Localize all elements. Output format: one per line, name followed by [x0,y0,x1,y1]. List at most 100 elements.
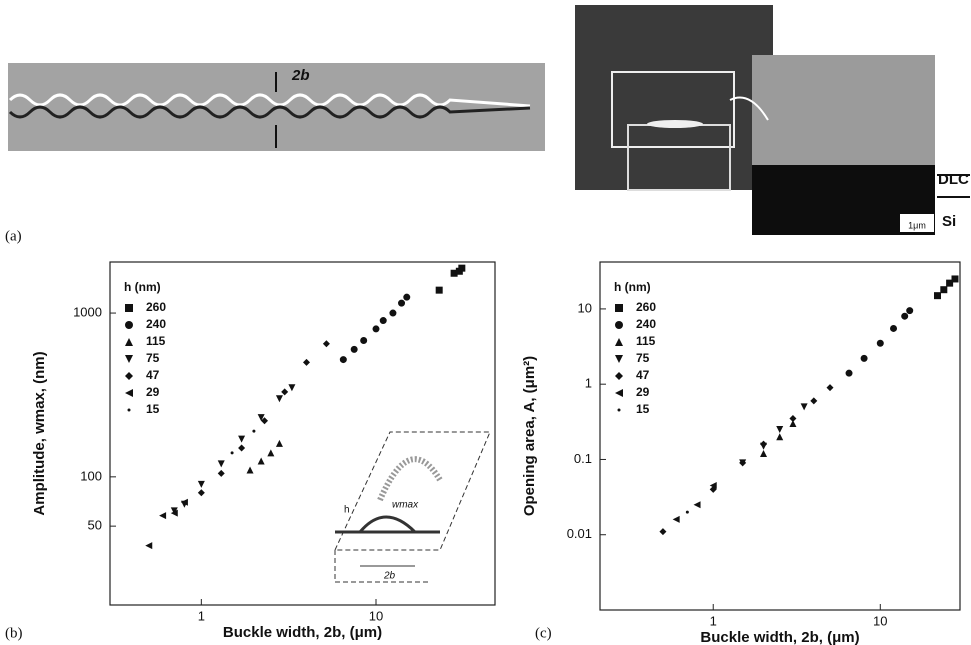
panel-label: (b) [5,625,23,641]
data-point [861,355,868,362]
x-tick-label: 1 [710,613,717,628]
legend-marker [618,409,621,412]
legend-label: 15 [636,402,650,416]
data-point [351,346,358,353]
legend-label: 15 [146,402,160,416]
data-point [373,325,380,332]
legend-marker [128,409,131,412]
panel-label: (c) [535,625,552,641]
x-tick-label: 10 [873,613,887,628]
data-point [398,300,405,307]
legend-marker [125,389,133,397]
y-tick-label: 0.01 [567,526,592,541]
y-tick-label: 10 [578,300,592,315]
data-point [789,415,796,422]
legend-marker [125,321,133,329]
x-axis-title: Buckle width, 2b, (μm) [223,624,382,641]
data-point [198,489,205,496]
data-point [258,457,265,464]
data-point [890,325,897,332]
legend-label: 260 [636,300,656,314]
data-point [760,441,767,448]
legend-marker [615,372,623,380]
legend-marker [615,321,623,329]
legend-marker [615,355,623,363]
y-tick-label: 0.1 [574,451,592,466]
data-point [906,307,913,314]
data-point [238,444,245,451]
x-tick-label: 1 [198,608,205,623]
legend-label: 240 [146,317,166,331]
data-point [389,310,396,317]
legend-label: 47 [636,368,650,382]
data-point [776,433,783,440]
data-point [458,265,465,272]
data-point [159,512,166,519]
image-label: Si [942,213,956,230]
data-point [323,340,330,347]
data-point [145,542,152,549]
data-point [267,449,274,456]
legend-label: 75 [636,351,650,365]
data-point [673,516,680,523]
legend-marker [125,304,133,312]
legend-marker [125,372,133,380]
y-axis-title: Opening area, A, (μm²) [521,356,538,516]
image-label: DLC [938,171,969,188]
data-point [801,403,808,410]
data-point [403,294,410,301]
panel-label: (a) [5,228,22,244]
data-point [846,370,853,377]
data-point [827,384,834,391]
legend-label: 115 [146,334,166,348]
data-point [252,430,255,433]
data-point [380,317,387,324]
data-point [776,426,783,433]
data-point [276,395,283,402]
data-point [238,436,245,443]
data-point [231,451,234,454]
y-tick-label: 1000 [73,304,102,319]
data-point [218,460,225,467]
data-point [276,440,283,447]
legend-title: h (nm) [614,280,651,294]
scale-label: 1μm [908,220,926,230]
legend-label: 260 [146,300,166,314]
y-tick-label: 1 [585,376,592,391]
buckle [647,120,703,128]
data-point [951,275,958,282]
legend-marker [125,338,133,346]
data-point [940,286,947,293]
legend-label: 240 [636,317,656,331]
legend-label: 75 [146,351,160,365]
y-tick-label: 100 [80,468,102,483]
data-point [360,337,367,344]
legend-marker [615,389,623,397]
legend-label: 29 [636,385,650,399]
y-tick-label: 50 [88,518,102,533]
x-axis-title: Buckle width, 2b, (μm) [700,629,859,645]
legend-marker [615,304,623,312]
legend-label: 115 [636,334,656,348]
legend-marker [125,355,133,363]
data-point [340,356,347,363]
inset-label: wmax [392,500,419,511]
legend-label: 29 [146,385,160,399]
data-point [810,397,817,404]
data-point [218,470,225,477]
y-axis-title: Amplitude, wmax, (nm) [31,351,48,515]
data-point [694,501,701,508]
data-point [436,287,443,294]
data-point [281,388,288,395]
data-point [877,340,884,347]
x-tick-label: 10 [369,608,383,623]
data-point [686,511,689,514]
image-label: 2b [291,67,310,84]
data-point [303,359,310,366]
data-point [760,450,767,457]
figure: 2b DLC Si 1μm (a) (b) (c) h wmax 2b 1105… [0,0,971,645]
data-point [288,384,295,391]
data-point [901,313,908,320]
inset-label: h [344,505,350,516]
legend-marker [615,338,623,346]
